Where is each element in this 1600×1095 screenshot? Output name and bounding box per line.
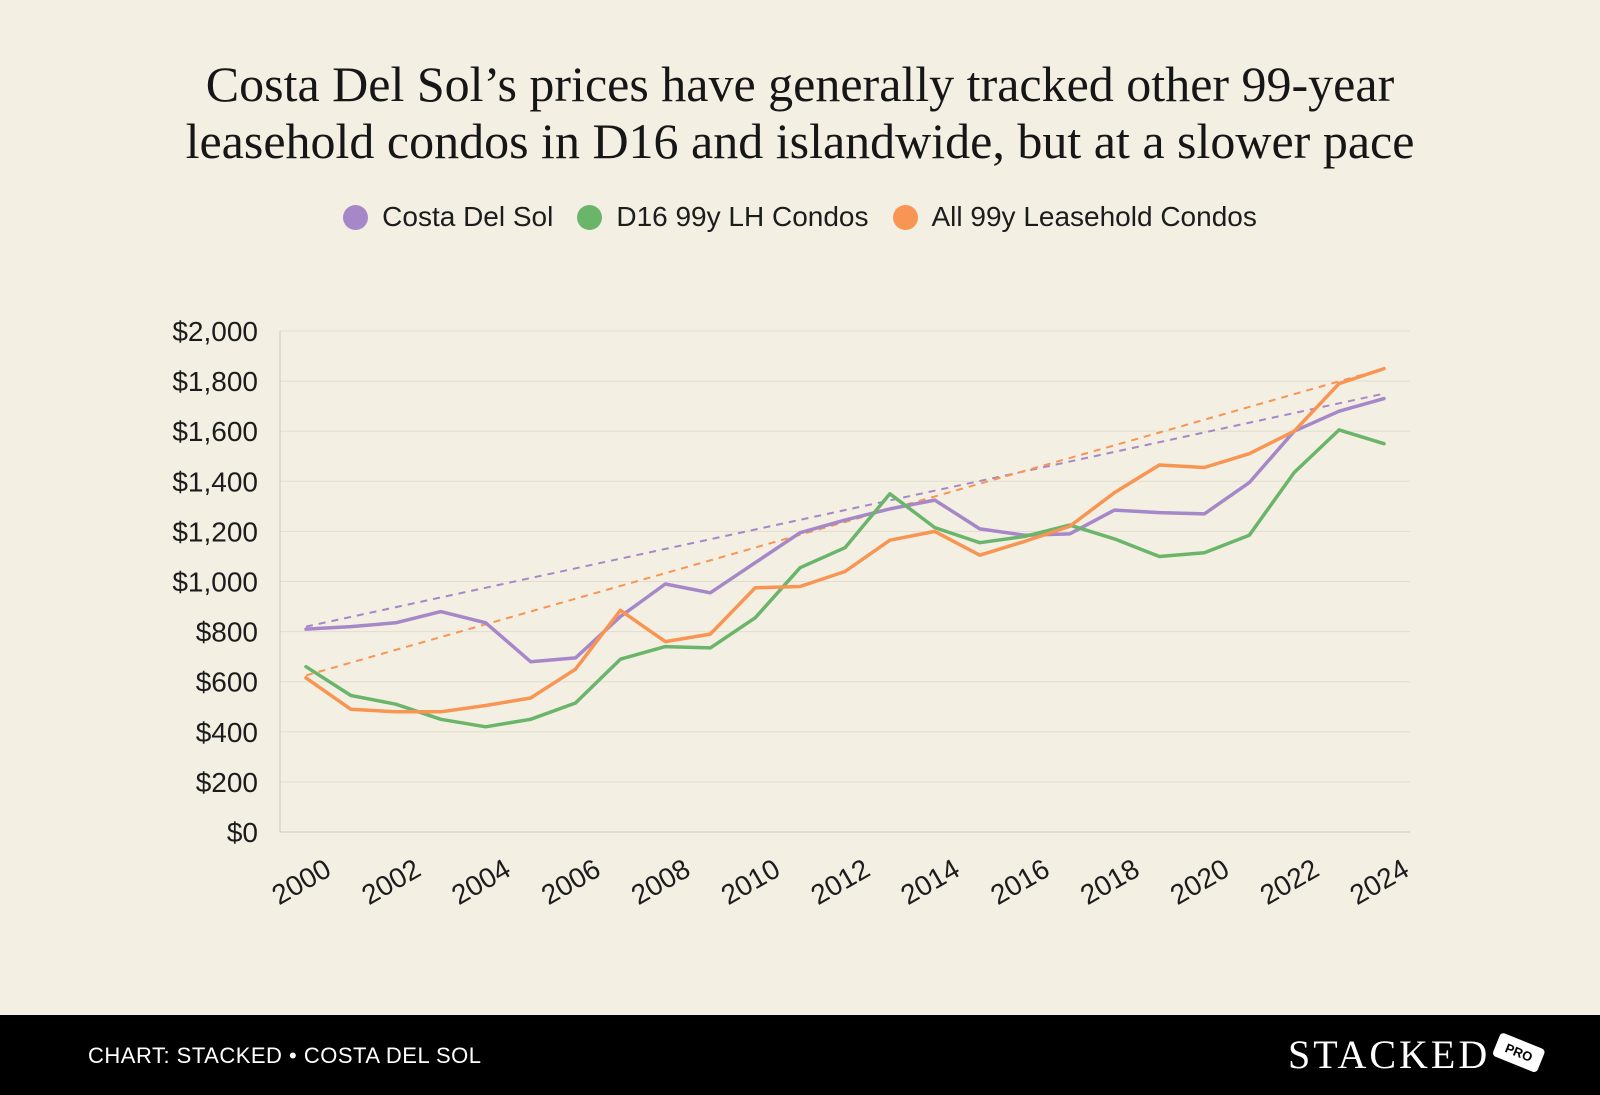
x-tick-label: 2002 — [356, 853, 425, 911]
trendline — [305, 392, 1385, 628]
legend-dot-costa-del-sol — [343, 204, 369, 230]
legend-item-all-99y: All 99y Leasehold Condos — [892, 201, 1257, 233]
chart-legend: Costa Del Sol D16 99y LH Condos All 99y … — [0, 201, 1600, 233]
x-tick-label: 2016 — [985, 853, 1054, 911]
x-tick-label: 2022 — [1255, 853, 1324, 911]
legend-label-all-99y: All 99y Leasehold Condos — [931, 201, 1257, 232]
x-tick-label: 2008 — [626, 853, 695, 911]
x-tick-label: 2012 — [806, 853, 875, 911]
series-line — [304, 396, 1386, 664]
legend-dot-all-99y — [892, 204, 918, 230]
y-tick-label: $1,800 — [172, 366, 258, 397]
legend-label-costa-del-sol: Costa Del Sol — [382, 201, 554, 232]
x-tick-label: 2024 — [1345, 853, 1414, 911]
legend-item-d16: D16 99y LH Condos — [577, 201, 869, 233]
x-tick-label: 2018 — [1075, 853, 1144, 911]
trendline — [305, 367, 1385, 677]
footer-bar: CHART: STACKED • COSTA DEL SOL STACKED P… — [0, 1015, 1600, 1095]
logo-pro-badge: PRO — [1492, 1031, 1547, 1073]
x-tick-label: 2004 — [446, 853, 515, 911]
series-line — [304, 428, 1386, 729]
chart-title-line-2: leasehold condos in D16 and islandwide, … — [185, 113, 1415, 169]
footer-credit: CHART: STACKED • COSTA DEL SOL — [88, 1043, 482, 1068]
y-tick-label: $400 — [196, 717, 258, 748]
y-tick-label: $1,400 — [172, 466, 258, 497]
x-tick-label: 2020 — [1165, 853, 1234, 911]
line-chart: $0 $200 $400 $600 $800 $1,000 $1,200 $1,400 $1,6… — [172, 316, 1414, 911]
y-tick-label: $1,200 — [172, 516, 258, 547]
y-tick-label: $0 — [227, 817, 258, 848]
y-tick-label: $200 — [196, 767, 258, 798]
chart-title-line-1: Costa Del Sol’s prices have generally tr… — [205, 56, 1395, 112]
legend-dot-d16 — [577, 204, 603, 230]
legend-label-d16: D16 99y LH Condos — [616, 201, 869, 232]
chart-title: Costa Del Sol’s prices have generally tr… — [0, 56, 1600, 170]
y-tick-label: $600 — [196, 667, 258, 698]
legend-item-costa-del-sol: Costa Del Sol — [343, 201, 553, 233]
y-tick-label: $1,000 — [172, 567, 258, 598]
stacked-logo: STACKED PRO — [1288, 1031, 1547, 1077]
y-tick-label: $1,600 — [172, 416, 258, 447]
x-tick-label: 2014 — [895, 853, 964, 911]
x-tick-label: 2006 — [536, 853, 605, 911]
logo-text: STACKED — [1288, 1031, 1491, 1077]
x-tick-label: 2000 — [267, 853, 336, 911]
y-tick-label: $2,000 — [172, 316, 258, 347]
y-tick-label: $800 — [196, 617, 258, 648]
x-tick-label: 2010 — [716, 853, 785, 911]
series-line — [304, 366, 1386, 714]
